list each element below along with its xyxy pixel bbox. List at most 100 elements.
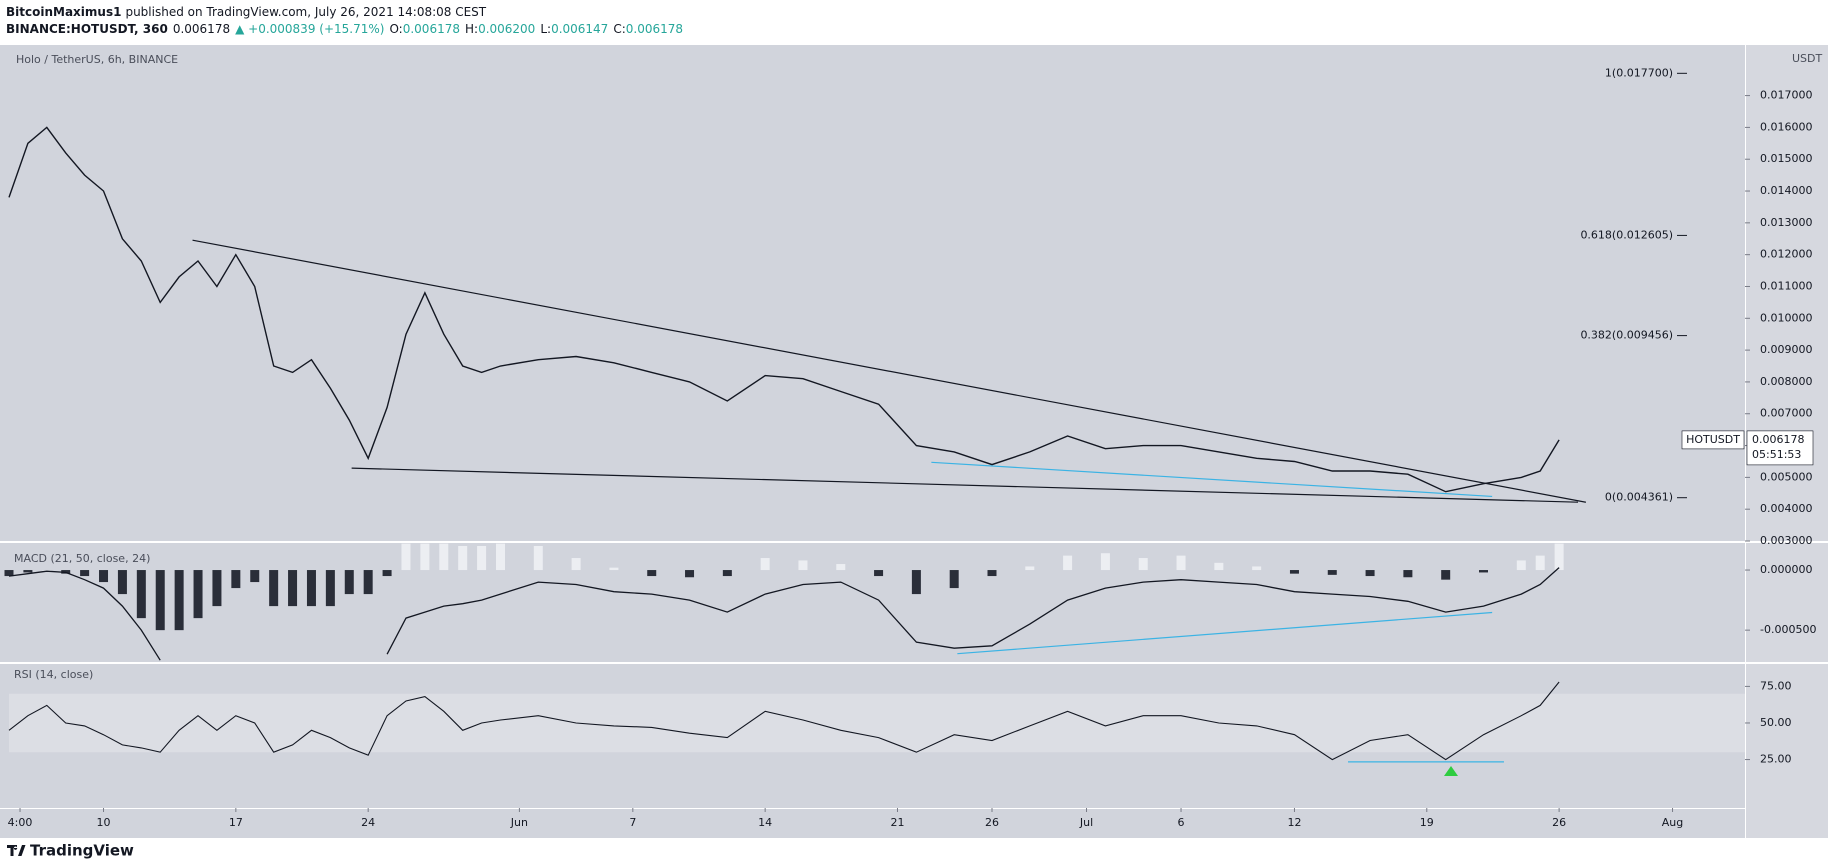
price-change: ▲ +0.000839 (+15.71%)	[235, 22, 384, 36]
macd-histogram-bar	[250, 570, 260, 583]
macd-histogram-bar	[1365, 570, 1375, 577]
macd-histogram-bar	[458, 546, 468, 571]
macd-histogram-bar	[1516, 560, 1526, 571]
x-tick-label: 26	[1552, 816, 1566, 829]
macd-line	[8, 567, 1560, 661]
macd-histogram-bar	[1176, 555, 1186, 571]
macd-histogram-bar	[99, 570, 109, 583]
macd-histogram-bar	[477, 546, 487, 571]
y-tick-label: 0.003000	[1760, 534, 1813, 547]
signal-arrow	[1444, 766, 1458, 776]
macd-histogram-bar	[4, 570, 14, 577]
x-tick-label: 24	[361, 816, 375, 829]
y-tick-label: 0.009000	[1760, 343, 1813, 356]
x-tick-label: 7	[629, 816, 636, 829]
y-tick-label: 0.000000	[1760, 563, 1813, 576]
symbol-tag	[1681, 430, 1745, 450]
x-tick-label: 4:00	[8, 816, 33, 829]
macd-histogram-bar	[1554, 543, 1564, 571]
macd-histogram-bar	[874, 570, 884, 577]
y-tick-label: 0.014000	[1760, 184, 1813, 197]
macd-histogram-bar	[231, 570, 241, 589]
ohlc-label: O:	[389, 22, 402, 36]
header-line: BINANCE:HOTUSDT, 360 0.006178 ▲ +0.000839 …	[6, 22, 683, 36]
ohlc-label: H:	[465, 22, 478, 36]
y-tick-label: 0.010000	[1760, 311, 1813, 324]
macd-histogram-bar	[571, 558, 581, 571]
macd-histogram-bar	[155, 570, 165, 631]
x-tick-label: Jul	[1079, 816, 1093, 829]
macd-histogram-bar	[685, 570, 695, 578]
macd-histogram-bar	[1025, 566, 1035, 571]
macd-histogram-bar	[288, 570, 298, 607]
rsi-band	[9, 693, 1745, 753]
macd-histogram-bar	[306, 570, 316, 607]
y-tick-label: 0.008000	[1760, 375, 1813, 388]
x-tick-label: 10	[97, 816, 111, 829]
x-tick-label: 17	[229, 816, 243, 829]
macd-histogram-bar	[949, 570, 959, 589]
x-tick-label: 6	[1178, 816, 1185, 829]
macd-histogram-bar	[1214, 562, 1224, 571]
macd-histogram-bar	[42, 570, 52, 571]
macd-histogram-bar	[1327, 570, 1337, 575]
price-unit: USDT	[1792, 52, 1823, 65]
macd-histogram-bar	[1289, 570, 1299, 574]
macd-histogram-bar	[136, 570, 146, 619]
macd-histogram-bar	[382, 570, 392, 577]
x-tick-label: 21	[890, 816, 904, 829]
macd-histogram-bar	[193, 570, 203, 619]
fib-label: 1(0.017700)	[1605, 66, 1673, 79]
y-tick-label: 0.007000	[1760, 407, 1813, 420]
fib-label: 0.382(0.009456)	[1580, 329, 1673, 342]
macd-histogram-bar	[722, 570, 732, 577]
y-tick-label: 0.017000	[1760, 89, 1813, 102]
macd-histogram-bar	[1100, 553, 1110, 571]
y-tick-label: 50.00	[1760, 716, 1792, 729]
trendline	[931, 461, 1493, 498]
y-tick-label: 25.00	[1760, 753, 1792, 766]
price-tag-label: 0.006178	[1752, 433, 1805, 446]
macd-histogram-bar	[1252, 566, 1262, 571]
countdown: 05:51:53	[1752, 448, 1801, 461]
y-tick-label: 0.012000	[1760, 248, 1813, 261]
y-tick-label: 0.004000	[1760, 502, 1813, 515]
ohlc-value: 0.006147	[551, 22, 608, 36]
macd-histogram-bar	[23, 570, 33, 573]
macd-histogram-bar	[439, 543, 449, 571]
symbol-tag-label: HOTUSDT	[1686, 433, 1740, 446]
macd-histogram-bar	[1063, 555, 1073, 571]
macd-trendline	[957, 611, 1493, 655]
y-tick-label: 75.00	[1760, 679, 1792, 692]
fib-label: 0.618(0.012605)	[1580, 228, 1673, 241]
macd-histogram-bar	[987, 570, 997, 577]
pane-title: Holo / TetherUS, 6h, BINANCE	[16, 53, 178, 66]
macd-histogram-bar	[760, 558, 770, 571]
x-tick-label: 26	[985, 816, 999, 829]
macd-histogram-bar	[1138, 558, 1148, 571]
macd-histogram-bar	[647, 570, 657, 577]
symbol: BINANCE:HOTUSDT, 360	[6, 22, 168, 36]
y-tick-label: 0.005000	[1760, 470, 1813, 483]
macd-histogram-bar	[325, 570, 335, 607]
pane-separator	[0, 662, 1828, 664]
ohlc-value: 0.006178	[626, 22, 683, 36]
x-tick-label: Aug	[1662, 816, 1683, 829]
last-price: 0.006178	[173, 22, 230, 36]
trendline	[351, 467, 1579, 503]
macd-histogram-bar	[1441, 570, 1451, 580]
time-axis-border	[0, 808, 1745, 809]
macd-histogram-bar	[798, 560, 808, 571]
macd-histogram-bar	[80, 570, 90, 577]
macd-histogram-bar	[363, 570, 373, 595]
ohlc-label: C:	[613, 22, 625, 36]
ohlc-label: L:	[540, 22, 551, 36]
macd-histogram-bar	[269, 570, 279, 607]
x-tick-label: 14	[758, 816, 772, 829]
macd-histogram-bar	[420, 543, 430, 571]
x-tick-label: 12	[1287, 816, 1301, 829]
macd-histogram-bar	[1478, 570, 1488, 573]
pane-title: MACD (21, 50, close, 24)	[14, 552, 150, 565]
y-tick-label: 0.013000	[1760, 216, 1813, 229]
